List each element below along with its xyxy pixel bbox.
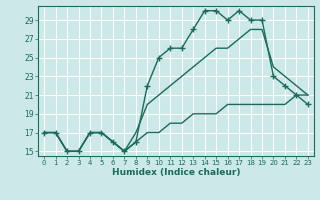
X-axis label: Humidex (Indice chaleur): Humidex (Indice chaleur) — [112, 168, 240, 177]
